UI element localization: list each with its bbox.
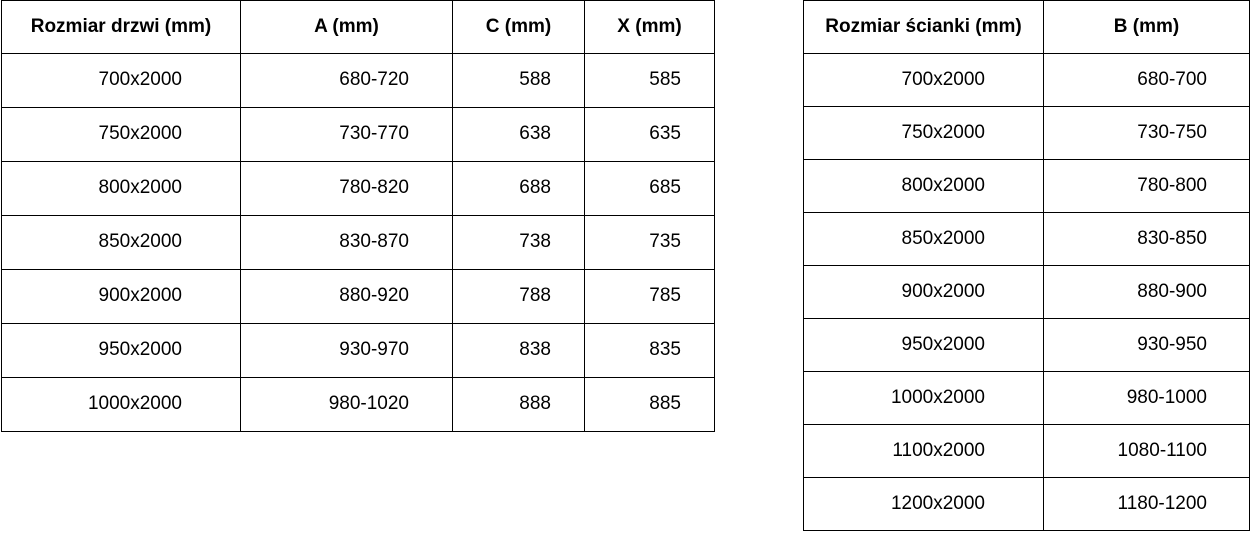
cell-x: 735 bbox=[584, 215, 715, 270]
cell-door-size: 1000x2000 bbox=[1, 377, 241, 432]
table-row: 1100x2000 1080-1100 bbox=[803, 424, 1250, 478]
wall-table-body: 700x2000 680-700 750x2000 730-750 800x20… bbox=[803, 53, 1250, 531]
cell-wall-size: 750x2000 bbox=[803, 106, 1044, 160]
cell-a: 680-720 bbox=[240, 53, 453, 108]
cell-a: 730-770 bbox=[240, 107, 453, 162]
cell-door-size: 700x2000 bbox=[1, 53, 241, 108]
cell-c: 738 bbox=[452, 215, 585, 270]
cell-c: 588 bbox=[452, 53, 585, 108]
cell-c: 688 bbox=[452, 161, 585, 216]
cell-wall-size: 950x2000 bbox=[803, 318, 1044, 372]
table-row: 900x2000 880-920 788 785 bbox=[1, 269, 715, 324]
wall-table-header: Rozmiar ścianki (mm) B (mm) bbox=[803, 0, 1250, 54]
cell-x: 785 bbox=[584, 269, 715, 324]
table-header-row: Rozmiar ścianki (mm) B (mm) bbox=[803, 0, 1250, 54]
cell-door-size: 800x2000 bbox=[1, 161, 241, 216]
cell-wall-size: 1100x2000 bbox=[803, 424, 1044, 478]
cell-door-size: 750x2000 bbox=[1, 107, 241, 162]
wall-panel-dimensions-table: Rozmiar ścianki (mm) B (mm) 700x2000 680… bbox=[803, 0, 1250, 531]
cell-b: 1080-1100 bbox=[1043, 424, 1250, 478]
table-row: 750x2000 730-750 bbox=[803, 106, 1250, 160]
table-row: 950x2000 930-950 bbox=[803, 318, 1250, 372]
cell-x: 835 bbox=[584, 323, 715, 378]
cell-x: 685 bbox=[584, 161, 715, 216]
cell-a: 830-870 bbox=[240, 215, 453, 270]
cell-a: 980-1020 bbox=[240, 377, 453, 432]
cell-x: 885 bbox=[584, 377, 715, 432]
table-row: 1000x2000 980-1020 888 885 bbox=[1, 377, 715, 432]
cell-wall-size: 850x2000 bbox=[803, 212, 1044, 266]
cell-wall-size: 1200x2000 bbox=[803, 477, 1044, 531]
cell-b: 780-800 bbox=[1043, 159, 1250, 213]
cell-door-size: 900x2000 bbox=[1, 269, 241, 324]
column-header-door-size: Rozmiar drzwi (mm) bbox=[1, 0, 241, 54]
cell-a: 930-970 bbox=[240, 323, 453, 378]
table-row: 950x2000 930-970 838 835 bbox=[1, 323, 715, 378]
table-row: 800x2000 780-820 688 685 bbox=[1, 161, 715, 216]
cell-wall-size: 800x2000 bbox=[803, 159, 1044, 213]
table-row: 1000x2000 980-1000 bbox=[803, 371, 1250, 425]
cell-b: 730-750 bbox=[1043, 106, 1250, 160]
door-dimensions-table: Rozmiar drzwi (mm) A (mm) C (mm) X (mm) … bbox=[1, 0, 715, 432]
table-row: 700x2000 680-700 bbox=[803, 53, 1250, 107]
table-row: 700x2000 680-720 588 585 bbox=[1, 53, 715, 108]
column-header-a: A (mm) bbox=[240, 0, 453, 54]
cell-b: 830-850 bbox=[1043, 212, 1250, 266]
cell-door-size: 950x2000 bbox=[1, 323, 241, 378]
cell-door-size: 850x2000 bbox=[1, 215, 241, 270]
table-row: 750x2000 730-770 638 635 bbox=[1, 107, 715, 162]
cell-x: 585 bbox=[584, 53, 715, 108]
cell-x: 635 bbox=[584, 107, 715, 162]
table-row: 850x2000 830-850 bbox=[803, 212, 1250, 266]
cell-c: 638 bbox=[452, 107, 585, 162]
cell-c: 838 bbox=[452, 323, 585, 378]
cell-a: 780-820 bbox=[240, 161, 453, 216]
column-header-x: X (mm) bbox=[584, 0, 715, 54]
cell-b: 680-700 bbox=[1043, 53, 1250, 107]
table-row: 900x2000 880-900 bbox=[803, 265, 1250, 319]
table-row: 1200x2000 1180-1200 bbox=[803, 477, 1250, 531]
cell-wall-size: 900x2000 bbox=[803, 265, 1044, 319]
column-header-wall-size: Rozmiar ścianki (mm) bbox=[803, 0, 1044, 54]
table-header-row: Rozmiar drzwi (mm) A (mm) C (mm) X (mm) bbox=[1, 0, 715, 54]
cell-wall-size: 700x2000 bbox=[803, 53, 1044, 107]
table-row: 800x2000 780-800 bbox=[803, 159, 1250, 213]
door-table-header: Rozmiar drzwi (mm) A (mm) C (mm) X (mm) bbox=[1, 0, 715, 54]
door-table-body: 700x2000 680-720 588 585 750x2000 730-77… bbox=[1, 53, 715, 432]
cell-b: 880-900 bbox=[1043, 265, 1250, 319]
cell-c: 888 bbox=[452, 377, 585, 432]
column-header-b: B (mm) bbox=[1043, 0, 1250, 54]
cell-b: 1180-1200 bbox=[1043, 477, 1250, 531]
cell-b: 930-950 bbox=[1043, 318, 1250, 372]
cell-a: 880-920 bbox=[240, 269, 453, 324]
table-row: 850x2000 830-870 738 735 bbox=[1, 215, 715, 270]
cell-b: 980-1000 bbox=[1043, 371, 1250, 425]
column-header-c: C (mm) bbox=[452, 0, 585, 54]
cell-wall-size: 1000x2000 bbox=[803, 371, 1044, 425]
cell-c: 788 bbox=[452, 269, 585, 324]
